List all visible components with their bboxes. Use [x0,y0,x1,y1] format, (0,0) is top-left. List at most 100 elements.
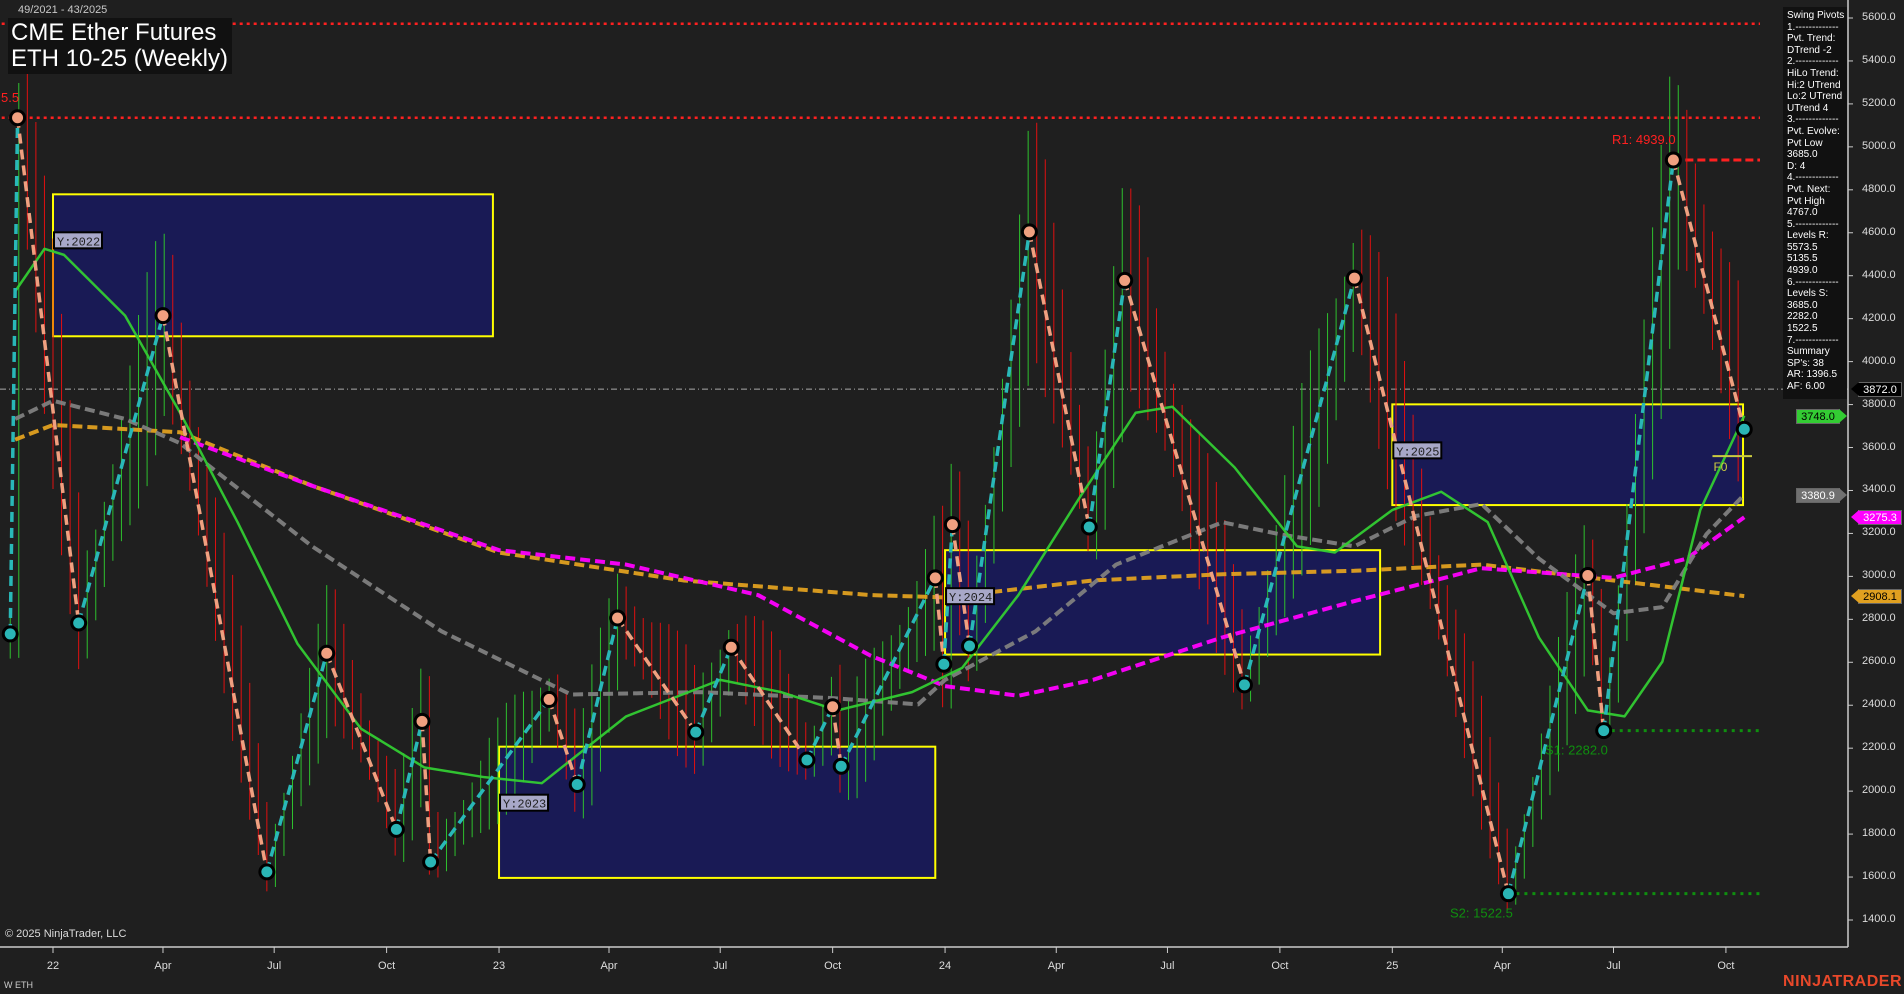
price-tick-label: 3200.0 [1862,526,1896,539]
info-line: DTrend -2 [1787,44,1832,56]
swing-leg [830,706,843,767]
swing-high-marker [824,698,842,716]
swing-leg [76,315,165,624]
info-line: 5573.5 [1787,241,1818,253]
time-tick-label: Apr [1493,960,1511,972]
year-range-box [944,549,1382,656]
swing-low-marker [1595,722,1613,740]
swing-leg [616,617,698,734]
price-tick-label: 1800.0 [1862,827,1896,840]
price-tick-label: 4200.0 [1862,311,1896,324]
price-tick-label: 5200.0 [1862,96,1896,109]
info-line: D: 4 [1787,160,1806,172]
swing-leg [1352,277,1511,895]
swing-leg [15,117,81,624]
swing-low-marker [568,775,586,793]
swing-leg [805,705,835,761]
level-label: R1: 4939.0 [1612,132,1676,147]
swing-leg [1671,159,1746,430]
swing-high-marker [1116,271,1134,289]
swing-leg [1506,575,1590,895]
swing-leg [429,698,551,864]
time-tick-label: Oct [378,960,396,972]
price-tag: 3275.3 [1851,510,1902,526]
swing-leg [1586,575,1606,731]
swing-high-marker [1579,567,1597,585]
time-tick-label: Oct [1717,960,1735,972]
time-tick-label: Apr [154,960,172,972]
symbol-label: W ETH [4,980,33,990]
swing-low-marker [1499,885,1517,903]
date-range: 49/2021 - 43/2025 [18,4,108,16]
swing-high-marker [1020,223,1038,241]
swing-leg [1087,280,1127,528]
price-axis-bg [1848,0,1904,947]
info-line: Pvt. Trend: [1787,33,1836,45]
swing-high-marker [154,307,172,325]
price-tick-label: 5000.0 [1862,139,1896,152]
time-tick-label: Oct [1271,960,1289,972]
price-tick-label: 5600.0 [1862,11,1896,23]
year-label: Y:2025 [1396,445,1439,459]
price-tick-label: 2800.0 [1862,612,1896,625]
swing-low-marker [1080,518,1098,536]
year-label-bg [1392,441,1443,460]
price-tick-label: 2400.0 [1862,698,1896,711]
price-tick-label: 3800.0 [1862,397,1896,410]
price-tick-label: 3600.0 [1862,440,1896,453]
info-line: 2282.0 [1787,311,1818,323]
swing-leg [729,646,809,761]
swing-high-marker [1664,151,1682,169]
time-tick-label: 23 [492,960,506,972]
year-range-box [1391,403,1745,507]
info-line: Levels R: [1787,230,1829,242]
info-line: 5.------------- [1787,218,1839,230]
time-tick-label: Jul [1160,960,1175,972]
swing-low-marker [935,655,953,673]
swing-low-marker [687,723,705,741]
price-tag: 3748.0 [1796,408,1847,424]
price-tag: 2908.1 [1851,589,1902,605]
info-line: 3685.0 [1787,299,1818,311]
price-tick-label: 1600.0 [1862,870,1896,883]
info-line: HiLo Trend: [1787,67,1839,79]
info-line: Pvt High [1787,195,1825,207]
price-tick-label: 4800.0 [1862,182,1896,195]
time-tick-label: Jul [1606,960,1621,972]
price-tick-label: 3000.0 [1862,569,1896,582]
info-line: 4.------------- [1787,172,1839,184]
year-label: Y:2023 [503,798,546,812]
swing-leg [265,652,329,873]
info-line: UTrend 4 [1787,102,1829,114]
year-label-bg [53,231,103,250]
year-label-bg [945,587,996,606]
info-line: Pvt Low [1787,137,1823,149]
swing-high-marker [413,712,431,730]
swing-leg [933,577,946,665]
info-line: 6.------------- [1787,276,1839,288]
swing-low-marker [258,863,276,881]
swing-leg [967,231,1032,647]
swing-leg [950,524,972,647]
swing-low-marker [798,751,816,769]
info-line: SP's: 38 [1787,357,1824,369]
time-tick-label: Apr [1047,960,1065,972]
info-line: 2.------------- [1787,56,1839,68]
swing-low-marker [1235,676,1253,694]
swing-leg [1242,277,1357,686]
fib-label: F0 [1713,460,1727,474]
info-line: AF: 6.00 [1787,381,1825,392]
time-tick-label: Jul [267,960,282,972]
swing-low-marker [961,637,978,655]
contract-period: ETH 10-25 (Weekly) [11,45,228,72]
swing-low-marker [832,757,850,775]
info-line: Pvt. Next: [1787,183,1831,195]
swing-high-marker [540,690,558,708]
price-tick-label: 4000.0 [1862,354,1896,367]
swing-leg [1123,279,1247,686]
moving-average-line [14,247,1746,785]
swing-high-marker [943,516,961,534]
price-tick-label: 3400.0 [1862,483,1896,496]
info-line: 1522.5 [1787,323,1818,335]
